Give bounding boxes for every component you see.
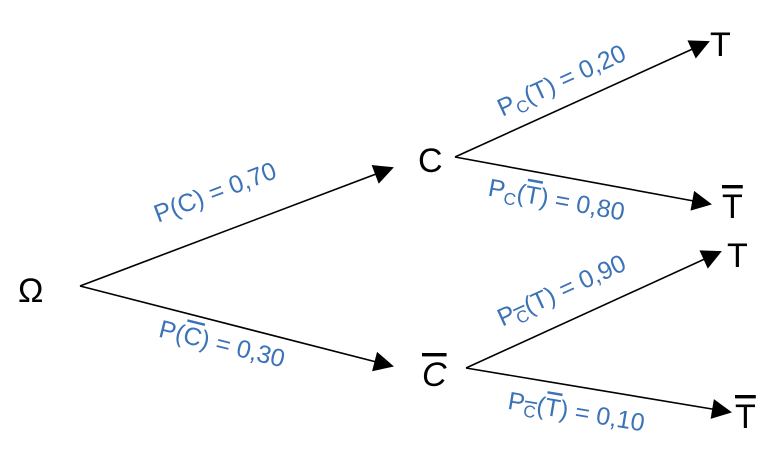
label-p-cbar: P(C) = 0,30 — [156, 315, 288, 373]
node-c-bar: C — [422, 356, 447, 394]
branch-omega-c — [79, 165, 394, 287]
branch-cbar-t — [465, 250, 722, 369]
node-c-t-bar: T — [722, 188, 743, 226]
branch-c-tbar — [454, 156, 712, 211]
node-omega: Ω — [18, 272, 43, 310]
node-c: C — [418, 142, 443, 180]
branch-omega-cbar — [79, 285, 394, 372]
node-cbar-t: T — [727, 237, 748, 275]
label-pc-tbar: PC(T) = 0,80 — [485, 174, 626, 229]
label-pcbar-t: PC(T) = 0,90 — [493, 249, 631, 335]
branch-cbar-tbar — [465, 367, 732, 419]
node-cbar-t-bar: T — [735, 398, 756, 436]
branch-c-t — [454, 40, 710, 158]
label-pc-t: PC(T) = 0,20 — [493, 39, 631, 125]
node-c-t: T — [710, 26, 731, 64]
